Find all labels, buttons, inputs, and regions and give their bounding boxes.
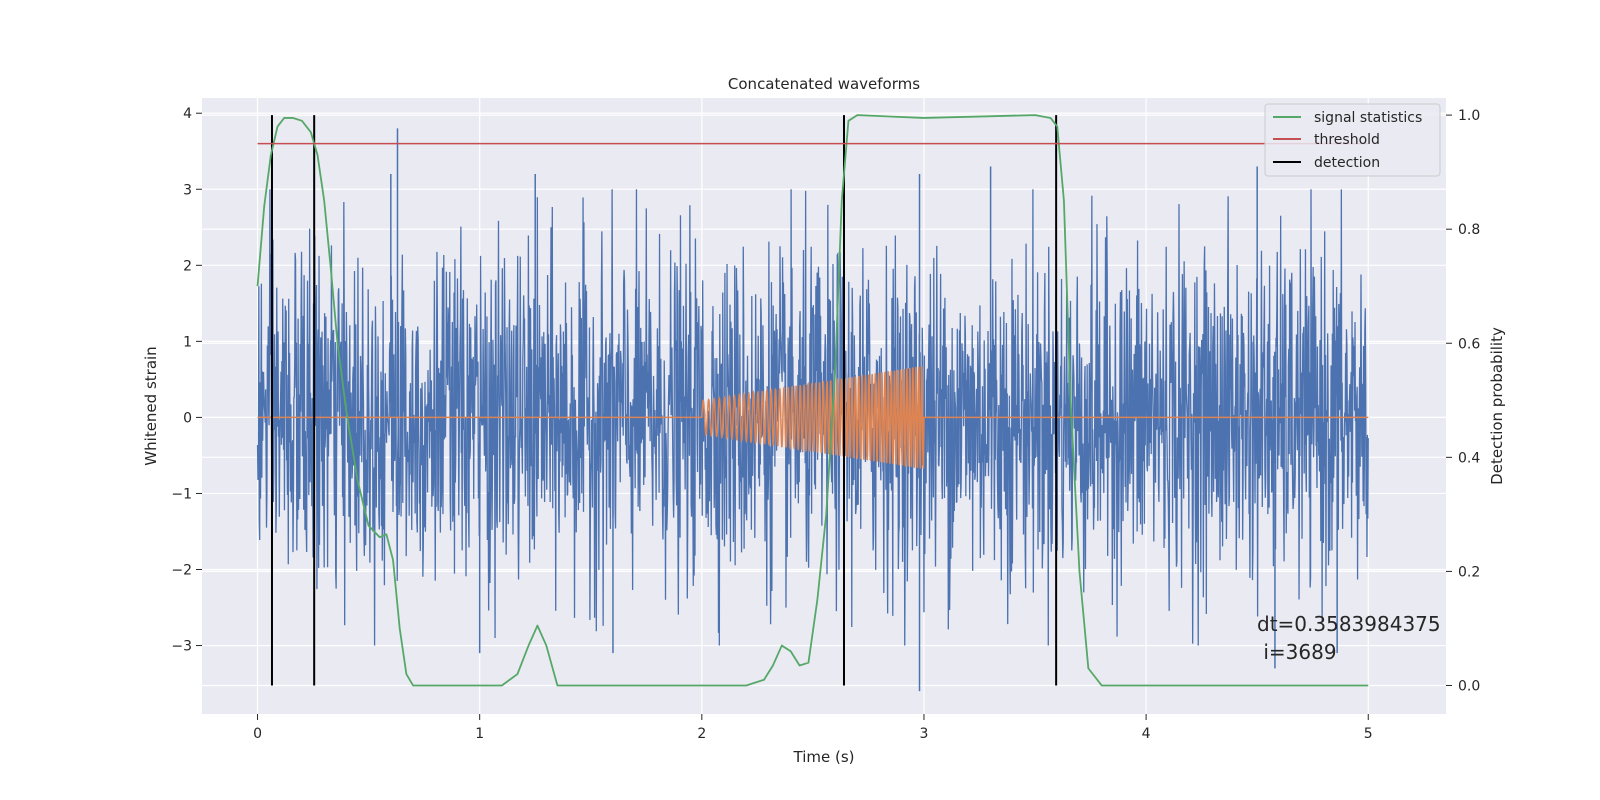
chirp-line <box>257 366 1369 469</box>
signal-statistics-line <box>256 114 1369 687</box>
legend-label-signal-statistics: signal statistics <box>1314 110 1422 126</box>
left-axis: 4 3 2 1 0 −1 −2 −3 <box>171 106 202 655</box>
x-tick-label-1: 1 <box>475 726 484 742</box>
series-signal-statistics <box>256 114 1369 687</box>
y-tick-label-4: 0 <box>183 410 192 426</box>
right-axis: 1.0 0.8 0.6 0.4 0.2 0.0 <box>1446 108 1480 694</box>
legend-label-threshold: threshold <box>1314 132 1380 148</box>
legend-box <box>1264 103 1441 177</box>
y-tick-label-7: −3 <box>171 639 192 655</box>
y2-tick-label-5: 0.0 <box>1458 678 1480 694</box>
y2-tick-label-2: 0.6 <box>1458 336 1480 352</box>
x-tick-label-2: 2 <box>697 726 706 742</box>
y-tick-label-0: 4 <box>183 106 192 122</box>
grid-horizontal <box>202 112 1446 687</box>
x-axis-title: Time (s) <box>793 748 855 766</box>
series-noise <box>256 128 1369 692</box>
y-tick-label-5: −1 <box>171 486 192 502</box>
y-tick-label-2: 2 <box>183 258 192 274</box>
annotation-dt: dt=0.3583984375 <box>1257 612 1441 636</box>
x-tick-label-0: 0 <box>253 726 262 742</box>
x-tick-label-3: 3 <box>920 726 929 742</box>
y2-tick-label-0: 1.0 <box>1458 108 1480 124</box>
y2-tick-label-4: 0.2 <box>1458 564 1480 580</box>
y2-tick-label-1: 0.8 <box>1458 222 1480 238</box>
y2-tick-label-3: 0.4 <box>1458 450 1480 466</box>
y-axis-title: Whitened strain <box>142 346 160 465</box>
annotation-i: i=3689 <box>1257 640 1337 664</box>
chart-title: Concatenated waveforms <box>728 75 920 93</box>
bottom-axis: 0 1 2 3 4 5 <box>253 714 1373 742</box>
series-chirp <box>257 366 1369 469</box>
y-tick-label-1: 3 <box>183 182 192 198</box>
y2-axis-title: Detection probability <box>1488 327 1506 485</box>
y-tick-label-6: −2 <box>171 563 192 579</box>
x-tick-label-5: 5 <box>1364 726 1373 742</box>
legend: signal statistics threshold detection <box>1264 103 1441 177</box>
noise-line <box>256 189 1369 646</box>
series-detection <box>270 115 1058 686</box>
x-tick-label-4: 4 <box>1142 726 1151 742</box>
y-tick-label-3: 1 <box>183 334 192 350</box>
legend-label-detection: detection <box>1314 155 1380 171</box>
